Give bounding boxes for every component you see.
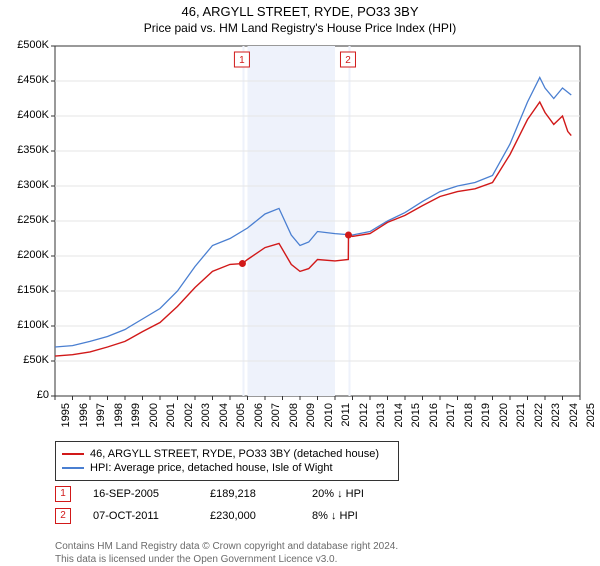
y-tick-label: £150K bbox=[17, 284, 49, 296]
x-tick-label: 2025 bbox=[585, 403, 597, 443]
x-tick-label: 1995 bbox=[60, 403, 72, 443]
x-tick-label: 2017 bbox=[445, 403, 457, 443]
x-tick-label: 2023 bbox=[550, 403, 562, 443]
legend-row: HPI: Average price, detached house, Isle… bbox=[62, 462, 392, 474]
y-tick-label: £200K bbox=[17, 249, 49, 261]
y-tick-label: £400K bbox=[17, 109, 49, 121]
x-tick-label: 2021 bbox=[515, 403, 527, 443]
transaction-price: £189,218 bbox=[210, 488, 290, 500]
x-tick-label: 2018 bbox=[463, 403, 475, 443]
y-tick-label: £300K bbox=[17, 179, 49, 191]
legend: 46, ARGYLL STREET, RYDE, PO33 3BY (detac… bbox=[55, 441, 399, 481]
legend-label: 46, ARGYLL STREET, RYDE, PO33 3BY (detac… bbox=[90, 448, 379, 460]
x-tick-label: 2019 bbox=[480, 403, 492, 443]
footer-line-1: Contains HM Land Registry data © Crown c… bbox=[55, 540, 398, 553]
x-tick-label: 2000 bbox=[148, 403, 160, 443]
marker-badge: 1 bbox=[55, 486, 71, 502]
x-tick-label: 1996 bbox=[78, 403, 90, 443]
y-tick-label: £500K bbox=[17, 39, 49, 51]
legend-row: 46, ARGYLL STREET, RYDE, PO33 3BY (detac… bbox=[62, 448, 392, 460]
x-tick-label: 2001 bbox=[165, 403, 177, 443]
x-tick-label: 2014 bbox=[393, 403, 405, 443]
x-tick-label: 2008 bbox=[288, 403, 300, 443]
x-tick-label: 2016 bbox=[428, 403, 440, 443]
legend-swatch bbox=[62, 467, 84, 469]
x-tick-label: 2003 bbox=[200, 403, 212, 443]
x-tick-label: 2012 bbox=[358, 403, 370, 443]
transaction-date: 07-OCT-2011 bbox=[93, 510, 188, 522]
legend-label: HPI: Average price, detached house, Isle… bbox=[90, 462, 333, 474]
x-tick-label: 2022 bbox=[533, 403, 545, 443]
transaction-diff: 20% ↓ HPI bbox=[312, 488, 364, 500]
x-tick-label: 2011 bbox=[340, 403, 352, 443]
price-chart: 12 bbox=[0, 4, 590, 406]
x-tick-label: 1997 bbox=[95, 403, 107, 443]
x-tick-label: 2002 bbox=[183, 403, 195, 443]
footer-attribution: Contains HM Land Registry data © Crown c… bbox=[55, 540, 398, 566]
transaction-date: 16-SEP-2005 bbox=[93, 488, 188, 500]
y-tick-label: £0 bbox=[37, 389, 49, 401]
svg-text:2: 2 bbox=[345, 55, 351, 66]
marker-badge: 2 bbox=[55, 508, 71, 524]
transaction-price: £230,000 bbox=[210, 510, 290, 522]
svg-text:1: 1 bbox=[239, 55, 245, 66]
x-tick-label: 2010 bbox=[323, 403, 335, 443]
legend-swatch bbox=[62, 453, 84, 455]
y-tick-label: £50K bbox=[23, 354, 49, 366]
transaction-row: 1 16-SEP-2005 £189,218 20% ↓ HPI bbox=[55, 486, 364, 502]
x-tick-label: 2006 bbox=[253, 403, 265, 443]
x-tick-label: 2013 bbox=[375, 403, 387, 443]
transaction-diff: 8% ↓ HPI bbox=[312, 510, 358, 522]
y-tick-label: £450K bbox=[17, 74, 49, 86]
x-tick-label: 1998 bbox=[113, 403, 125, 443]
transaction-row: 2 07-OCT-2011 £230,000 8% ↓ HPI bbox=[55, 508, 358, 524]
x-tick-label: 2005 bbox=[235, 403, 247, 443]
x-tick-label: 2004 bbox=[218, 403, 230, 443]
x-tick-label: 2024 bbox=[568, 403, 580, 443]
y-tick-label: £350K bbox=[17, 144, 49, 156]
y-tick-label: £100K bbox=[17, 319, 49, 331]
x-tick-label: 2015 bbox=[410, 403, 422, 443]
x-tick-label: 1999 bbox=[130, 403, 142, 443]
y-tick-label: £250K bbox=[17, 214, 49, 226]
x-tick-label: 2020 bbox=[498, 403, 510, 443]
x-tick-label: 2007 bbox=[270, 403, 282, 443]
x-tick-label: 2009 bbox=[305, 403, 317, 443]
